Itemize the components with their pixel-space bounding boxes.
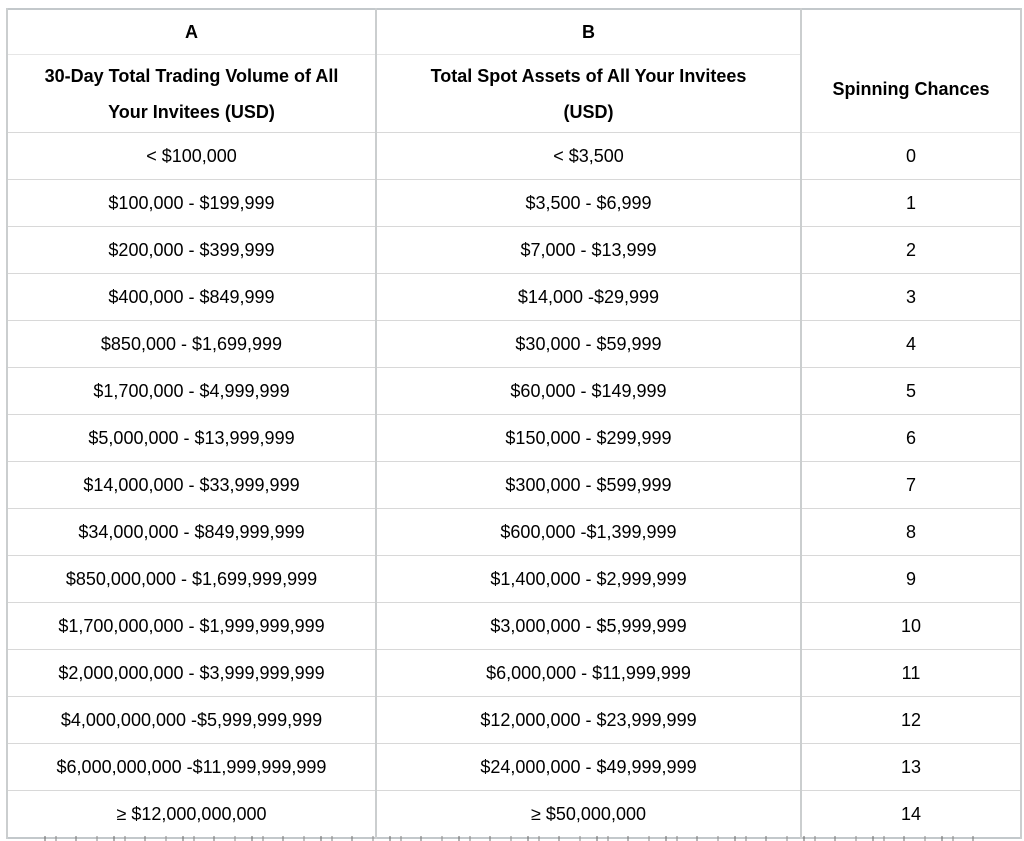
cell-spinning-chances: 1 — [800, 179, 1022, 227]
cell-assets-range: $30,000 - $59,999 — [375, 320, 802, 368]
table-row: $850,000 - $1,699,999 $30,000 - $59,999 … — [6, 320, 1022, 368]
table-row: $200,000 - $399,999 $7,000 - $13,999 2 — [6, 226, 1022, 274]
cell-assets-range: $24,000,000 - $49,999,999 — [375, 743, 802, 791]
table-row: $4,000,000,000 -$5,999,999,999 $12,000,0… — [6, 696, 1022, 744]
cell-spinning-chances: 4 — [800, 320, 1022, 368]
cell-spinning-chances: 8 — [800, 508, 1022, 556]
column-b-letter: B — [375, 8, 802, 55]
cell-volume-range: $850,000,000 - $1,699,999,999 — [6, 555, 377, 603]
cell-volume-range: $200,000 - $399,999 — [6, 226, 377, 274]
cell-spinning-chances: 7 — [800, 461, 1022, 509]
cell-volume-range: $14,000,000 - $33,999,999 — [6, 461, 377, 509]
header-letter-row: A B Spinning Chances — [6, 8, 1022, 133]
cell-assets-range: $14,000 -$29,999 — [375, 273, 802, 321]
column-a-title: 30-Day Total Trading Volume of All Your … — [6, 54, 377, 133]
column-a-letter: A — [6, 8, 377, 55]
header-title-row: 30-Day Total Trading Volume of All Your … — [6, 54, 1021, 133]
cell-spinning-chances: 10 — [800, 602, 1022, 650]
cell-assets-range: $150,000 - $299,999 — [375, 414, 802, 462]
cell-assets-range: $3,000,000 - $5,999,999 — [375, 602, 802, 650]
table-row: $2,000,000,000 - $3,999,999,999 $6,000,0… — [6, 649, 1022, 697]
column-b-title-line-1: Total Spot Assets of All Your Invitees — [430, 65, 747, 86]
clipped-footnote-line — [44, 836, 988, 841]
cell-assets-range: < $3,500 — [375, 132, 802, 180]
table-row: $850,000,000 - $1,699,999,999 $1,400,000… — [6, 555, 1022, 603]
cell-spinning-chances: 12 — [800, 696, 1022, 744]
cell-volume-range: $2,000,000,000 - $3,999,999,999 — [6, 649, 377, 697]
cell-volume-range: $6,000,000,000 -$11,999,999,999 — [6, 743, 377, 791]
cell-assets-range: $3,500 - $6,999 — [375, 179, 802, 227]
table-row: < $100,000 < $3,500 0 — [6, 132, 1022, 180]
table-row: $1,700,000,000 - $1,999,999,999 $3,000,0… — [6, 602, 1022, 650]
cell-assets-range: $7,000 - $13,999 — [375, 226, 802, 274]
table-row: $400,000 - $849,999 $14,000 -$29,999 3 — [6, 273, 1022, 321]
column-a-title-line-1: 30-Day Total Trading Volume of All — [44, 65, 339, 86]
table-row: ≥ $12,000,000,000 ≥ $50,000,000 14 — [6, 790, 1022, 839]
cell-volume-range: $34,000,000 - $849,999,999 — [6, 508, 377, 556]
cell-assets-range: $300,000 - $599,999 — [375, 461, 802, 509]
cell-spinning-chances: 14 — [800, 790, 1022, 839]
cell-volume-range: $1,700,000 - $4,999,999 — [6, 367, 377, 415]
spinning-chances-table: A B Spinning Chances 30-Day Total Tradin… — [6, 8, 1022, 839]
cell-spinning-chances: 0 — [800, 132, 1022, 180]
cell-volume-range: $1,700,000,000 - $1,999,999,999 — [6, 602, 377, 650]
table-row: $1,700,000 - $4,999,999 $60,000 - $149,9… — [6, 367, 1022, 415]
cell-spinning-chances: 13 — [800, 743, 1022, 791]
cell-assets-range: $600,000 -$1,399,999 — [375, 508, 802, 556]
column-spinning-chances-header: Spinning Chances — [800, 8, 1022, 133]
cell-spinning-chances: 3 — [800, 273, 1022, 321]
table-row: $14,000,000 - $33,999,999 $300,000 - $59… — [6, 461, 1022, 509]
cell-assets-range: $1,400,000 - $2,999,999 — [375, 555, 802, 603]
cell-spinning-chances: 2 — [800, 226, 1022, 274]
cell-spinning-chances: 6 — [800, 414, 1022, 462]
table-row: $100,000 - $199,999 $3,500 - $6,999 1 — [6, 179, 1022, 227]
cell-volume-range: $4,000,000,000 -$5,999,999,999 — [6, 696, 377, 744]
column-b-title: Total Spot Assets of All Your Invitees (… — [375, 54, 802, 133]
column-b-title-line-2: (USD) — [563, 101, 614, 122]
cell-volume-range: $5,000,000 - $13,999,999 — [6, 414, 377, 462]
cell-spinning-chances: 9 — [800, 555, 1022, 603]
cell-assets-range: $60,000 - $149,999 — [375, 367, 802, 415]
cell-volume-range: $100,000 - $199,999 — [6, 179, 377, 227]
column-a-title-line-2: Your Invitees (USD) — [108, 101, 275, 122]
table-row: $5,000,000 - $13,999,999 $150,000 - $299… — [6, 414, 1022, 462]
cell-assets-range: $6,000,000 - $11,999,999 — [375, 649, 802, 697]
cell-volume-range: $400,000 - $849,999 — [6, 273, 377, 321]
table-row: $34,000,000 - $849,999,999 $600,000 -$1,… — [6, 508, 1022, 556]
cell-assets-range: ≥ $50,000,000 — [375, 790, 802, 839]
cell-spinning-chances: 5 — [800, 367, 1022, 415]
cell-assets-range: $12,000,000 - $23,999,999 — [375, 696, 802, 744]
cell-spinning-chances: 11 — [800, 649, 1022, 697]
cell-volume-range: $850,000 - $1,699,999 — [6, 320, 377, 368]
cell-volume-range: < $100,000 — [6, 132, 377, 180]
cell-volume-range: ≥ $12,000,000,000 — [6, 790, 377, 839]
table-row: $6,000,000,000 -$11,999,999,999 $24,000,… — [6, 743, 1022, 791]
